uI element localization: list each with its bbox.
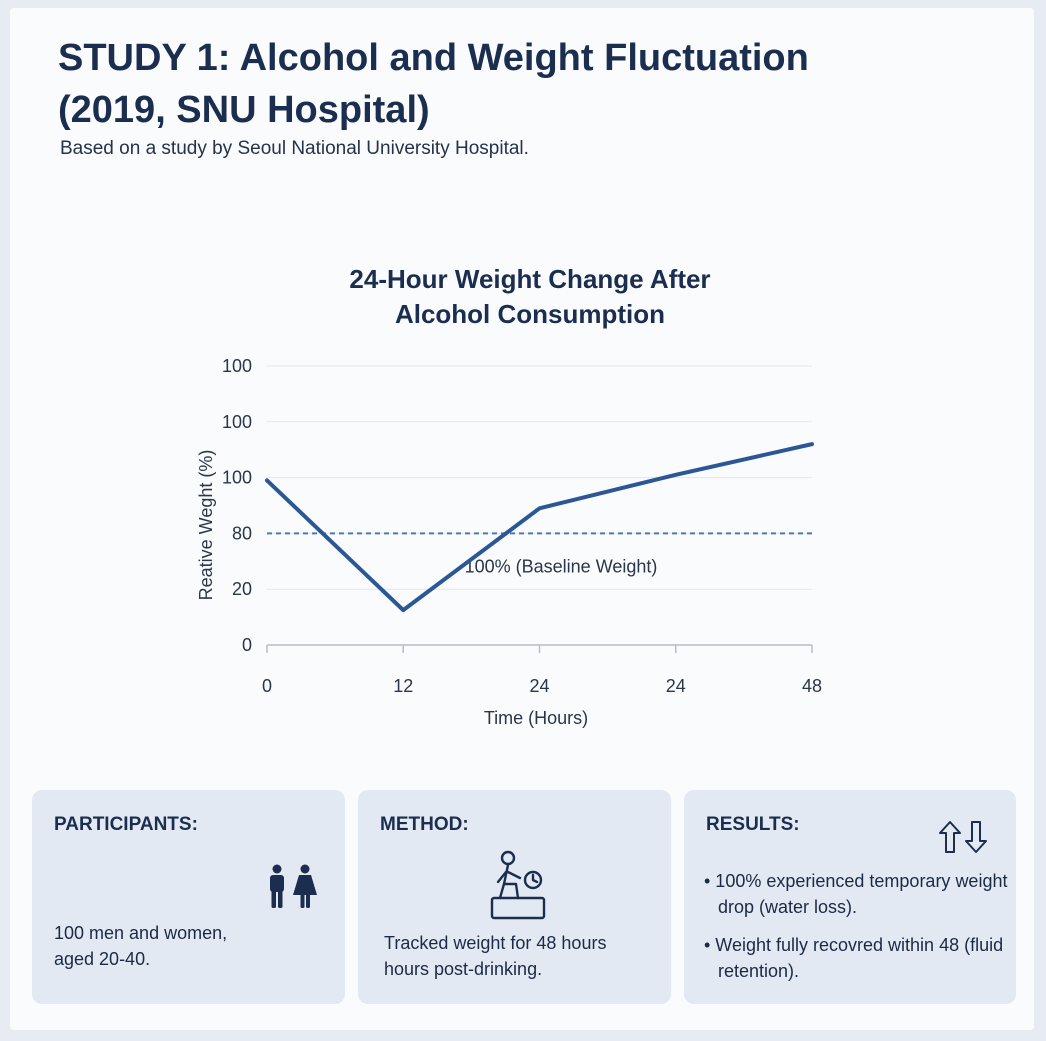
method-title: METHOD: bbox=[380, 814, 469, 835]
participants-title: PARTICIPANTS: bbox=[54, 814, 198, 835]
men-women-icon bbox=[270, 864, 317, 908]
method-text-line-1: Tracked weight for 48 hours bbox=[384, 933, 607, 953]
method-text-line-2: hours post-drinking. bbox=[384, 959, 543, 979]
page-subtitle: Based on a study by Seoul National Unive… bbox=[60, 138, 529, 159]
x-tick-label: 24 bbox=[529, 676, 549, 696]
y-tick-label: 80 bbox=[232, 523, 252, 543]
results-item-1: • 100% experienced temporary weight drop… bbox=[704, 871, 1008, 917]
x-axis-label: Time (Hours) bbox=[484, 708, 588, 728]
page-title: STUDY 1: Alcohol and Weight Fluctuation … bbox=[58, 37, 809, 131]
method-card: METHOD: Tracked weight for 48 hours hour… bbox=[358, 790, 671, 1004]
x-tick-label: 24 bbox=[666, 676, 686, 696]
y-tick-label: 100 bbox=[222, 356, 252, 376]
results-card: RESULTS: • 100% experienced temporary we… bbox=[684, 790, 1016, 1004]
x-tick-label: 48 bbox=[802, 676, 822, 696]
up-down-arrows-icon bbox=[939, 821, 987, 853]
series-line bbox=[265, 442, 814, 613]
participants-text-line-2: aged 20-40. bbox=[54, 949, 151, 969]
x-tick-label: 12 bbox=[393, 676, 413, 696]
participants-text-line-1: 100 men and women, bbox=[54, 923, 228, 943]
person-scale-clock-icon bbox=[490, 850, 546, 920]
baseline-label: 100% (Baseline Weight) bbox=[465, 556, 658, 576]
y-tick-label: 100 bbox=[222, 412, 252, 432]
y-axis-label: Reative Weght (%) bbox=[196, 450, 216, 601]
chart-title-line-2: Alcohol Consumption bbox=[395, 299, 665, 329]
results-item-2: • Weight fully recovred within 48 (fluid… bbox=[704, 935, 1004, 981]
y-tick-label: 100 bbox=[222, 468, 252, 488]
weight-chart: 24-Hour Weight Change After Alcohol Cons… bbox=[196, 264, 822, 728]
y-tick-label: 0 bbox=[242, 635, 252, 655]
participants-card: PARTICIPANTS: 100 men and women, aged 20… bbox=[32, 790, 345, 1004]
results-title: RESULTS: bbox=[706, 814, 800, 835]
y-tick-label: 20 bbox=[232, 579, 252, 599]
x-tick-label: 0 bbox=[262, 676, 272, 696]
chart-title-line-1: 24-Hour Weight Change After bbox=[349, 264, 710, 294]
